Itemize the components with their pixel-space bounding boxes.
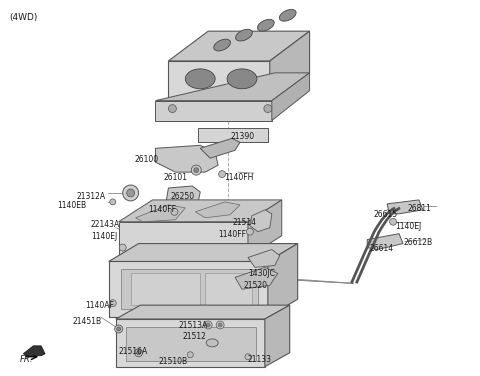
Circle shape <box>137 351 141 355</box>
Polygon shape <box>200 138 240 158</box>
Polygon shape <box>248 250 280 267</box>
Text: 26101: 26101 <box>164 173 188 182</box>
Polygon shape <box>265 305 290 367</box>
Text: 26250: 26250 <box>170 192 194 201</box>
Text: 21451B: 21451B <box>73 317 102 326</box>
Polygon shape <box>268 244 298 317</box>
Circle shape <box>192 165 201 175</box>
Circle shape <box>115 325 123 333</box>
Circle shape <box>117 327 120 331</box>
Polygon shape <box>119 200 282 222</box>
Polygon shape <box>250 210 272 232</box>
Circle shape <box>246 228 253 235</box>
Circle shape <box>390 218 396 225</box>
Polygon shape <box>119 222 248 258</box>
Polygon shape <box>156 145 218 172</box>
Ellipse shape <box>227 69 257 89</box>
Text: 1140FF: 1140FF <box>218 230 246 239</box>
Circle shape <box>134 349 143 357</box>
Text: 21513A: 21513A <box>179 321 208 330</box>
Text: 26614: 26614 <box>369 244 394 253</box>
Text: 21520: 21520 <box>244 281 268 290</box>
Circle shape <box>110 199 116 205</box>
Ellipse shape <box>236 29 252 41</box>
Polygon shape <box>116 305 290 319</box>
Text: 26811: 26811 <box>407 204 431 213</box>
Circle shape <box>123 185 139 201</box>
Polygon shape <box>167 186 200 206</box>
Polygon shape <box>272 73 310 120</box>
Text: 1140EJ: 1140EJ <box>395 222 421 231</box>
Polygon shape <box>136 205 185 222</box>
Circle shape <box>264 105 272 112</box>
Text: 21510B: 21510B <box>158 357 188 366</box>
Text: 21516A: 21516A <box>119 347 148 356</box>
Text: (4WD): (4WD) <box>9 13 38 22</box>
Circle shape <box>245 354 251 360</box>
Text: 1140FF: 1140FF <box>148 205 177 214</box>
Polygon shape <box>195 202 240 218</box>
Ellipse shape <box>214 39 230 51</box>
Circle shape <box>168 105 176 112</box>
Text: 21512: 21512 <box>182 332 206 341</box>
Text: 1430JC: 1430JC <box>248 269 275 278</box>
Ellipse shape <box>279 9 296 21</box>
Polygon shape <box>109 261 268 317</box>
Text: FR.: FR. <box>19 355 33 364</box>
Ellipse shape <box>185 69 215 89</box>
Text: 26100: 26100 <box>134 155 159 164</box>
Text: 21514: 21514 <box>232 218 256 227</box>
Polygon shape <box>168 31 310 61</box>
Polygon shape <box>270 31 310 103</box>
Circle shape <box>109 300 116 306</box>
Circle shape <box>218 323 222 327</box>
Text: 21312A: 21312A <box>77 192 106 201</box>
Text: 22143A: 22143A <box>91 220 120 229</box>
Polygon shape <box>156 73 310 101</box>
Circle shape <box>127 189 134 197</box>
Polygon shape <box>120 269 258 309</box>
Polygon shape <box>198 129 268 143</box>
Polygon shape <box>23 346 45 356</box>
Circle shape <box>206 323 210 327</box>
Circle shape <box>119 244 126 251</box>
Polygon shape <box>109 244 298 261</box>
Ellipse shape <box>206 339 218 347</box>
Text: 26615: 26615 <box>373 210 397 219</box>
Ellipse shape <box>257 19 274 31</box>
Circle shape <box>216 321 224 329</box>
Circle shape <box>204 321 212 329</box>
Polygon shape <box>168 61 270 103</box>
Circle shape <box>218 171 226 177</box>
Polygon shape <box>126 327 256 361</box>
Circle shape <box>194 168 199 173</box>
Text: 26612B: 26612B <box>403 238 432 247</box>
Circle shape <box>171 208 178 215</box>
Text: 1140EJ: 1140EJ <box>91 232 117 241</box>
Polygon shape <box>248 200 282 258</box>
Text: 1140EB: 1140EB <box>57 201 86 210</box>
Polygon shape <box>205 273 252 305</box>
Text: 21133: 21133 <box>248 355 272 364</box>
Circle shape <box>187 352 193 358</box>
Text: 1140AF: 1140AF <box>85 301 114 310</box>
Polygon shape <box>235 267 278 289</box>
Polygon shape <box>367 233 403 250</box>
Polygon shape <box>387 200 423 214</box>
Text: 1140FH: 1140FH <box>224 173 253 182</box>
Polygon shape <box>131 273 200 305</box>
Polygon shape <box>116 319 265 367</box>
Text: 21390: 21390 <box>230 132 254 141</box>
Polygon shape <box>156 101 272 120</box>
